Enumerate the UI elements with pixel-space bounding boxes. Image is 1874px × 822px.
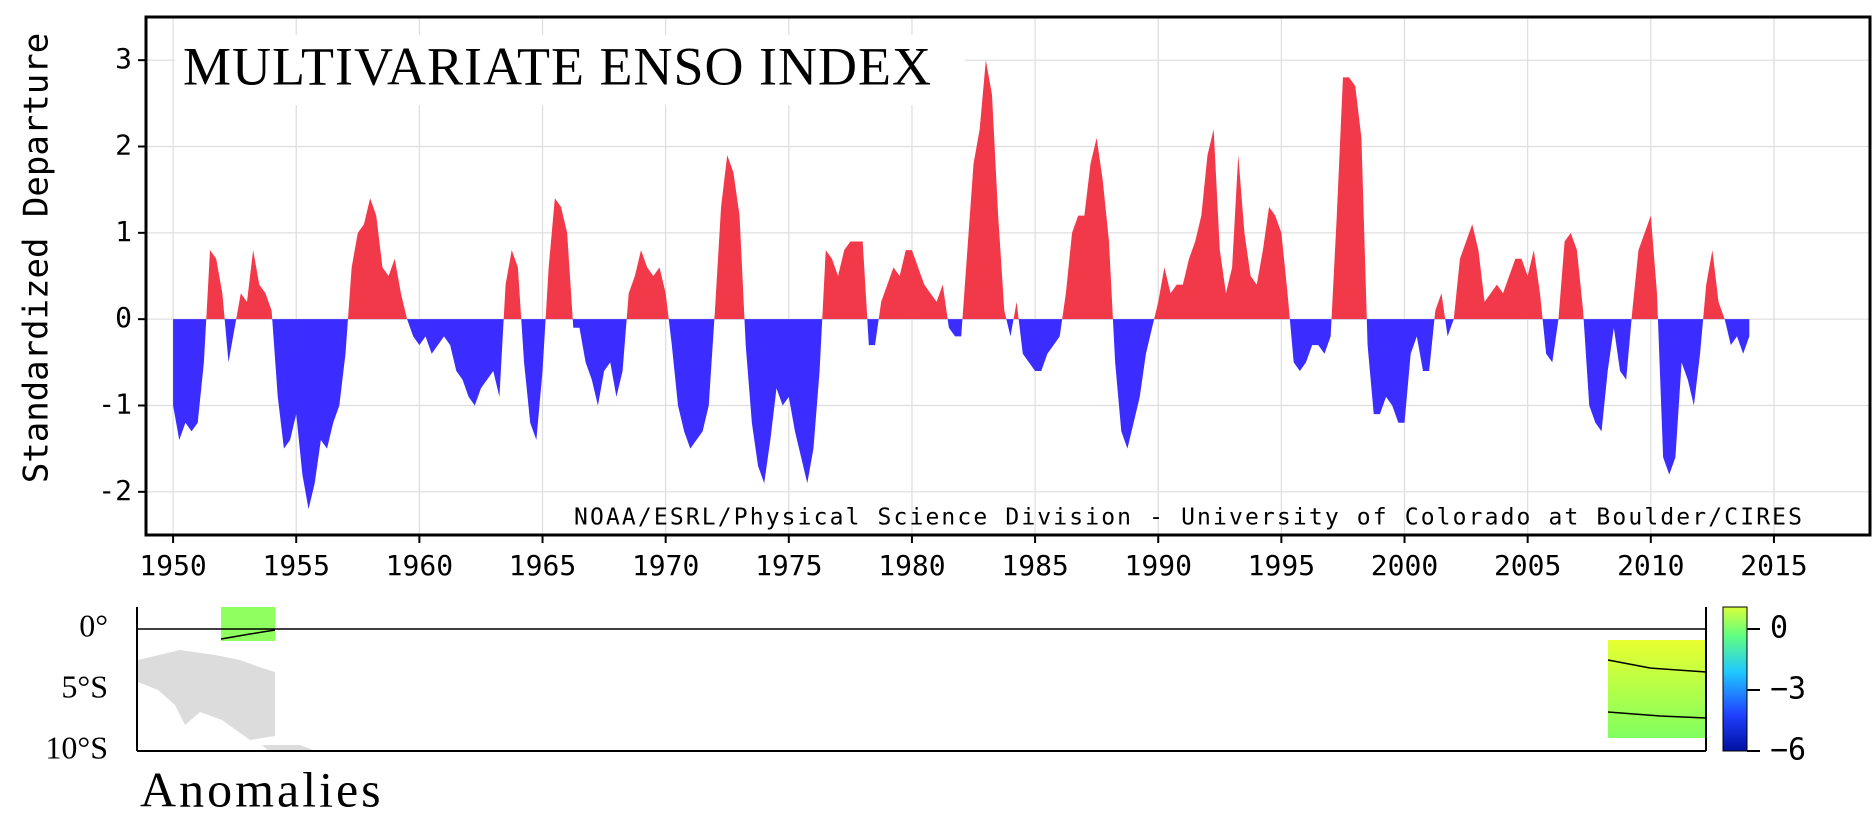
x-tick-label: 2015 [1740, 549, 1807, 582]
map-title: Anomalies [140, 761, 384, 817]
x-tick-label: 1990 [1125, 549, 1192, 582]
colorbar-label: −6 [1770, 733, 1806, 768]
x-tick-label: 1960 [386, 549, 453, 582]
chart-title: MULTIVARIATE ENSO INDEX [183, 36, 932, 96]
lat-label: 10°S [45, 729, 108, 765]
y-axis-label: Standardized Departure [17, 33, 57, 483]
y-tick-label: -2 [98, 474, 132, 507]
y-tick-label: 0 [115, 301, 132, 334]
x-tick-label: 1980 [878, 549, 945, 582]
x-tick-label: 2000 [1371, 549, 1438, 582]
mei-area [173, 60, 1750, 510]
colorbar-label: 0 [1770, 611, 1788, 646]
y-tick-label: 2 [115, 129, 132, 162]
x-tick-label: 1965 [509, 549, 576, 582]
colorbar-label: −3 [1770, 672, 1806, 707]
x-tick-label: 1955 [263, 549, 330, 582]
y-tick-label: 1 [115, 215, 132, 248]
lat-label: 0° [79, 607, 108, 643]
title-bg [175, 35, 965, 105]
y-tick-label: -1 [98, 388, 132, 421]
plot-frame [144, 15, 1872, 537]
annotation: NOAA/ESRL/Physical Science Division - Un… [574, 505, 1802, 531]
map-panel [136, 606, 1748, 752]
x-tick-label: 2010 [1617, 549, 1684, 582]
lat-label: 5°S [61, 668, 108, 704]
x-tick-label: 1975 [755, 549, 822, 582]
y-tick-label: 3 [115, 42, 132, 75]
x-tick-label: 1985 [1001, 549, 1068, 582]
x-tick-label: 2005 [1494, 549, 1561, 582]
x-tick-label: 1970 [632, 549, 699, 582]
x-tick-label: 1950 [139, 549, 206, 582]
x-tick-label: 1995 [1248, 549, 1315, 582]
